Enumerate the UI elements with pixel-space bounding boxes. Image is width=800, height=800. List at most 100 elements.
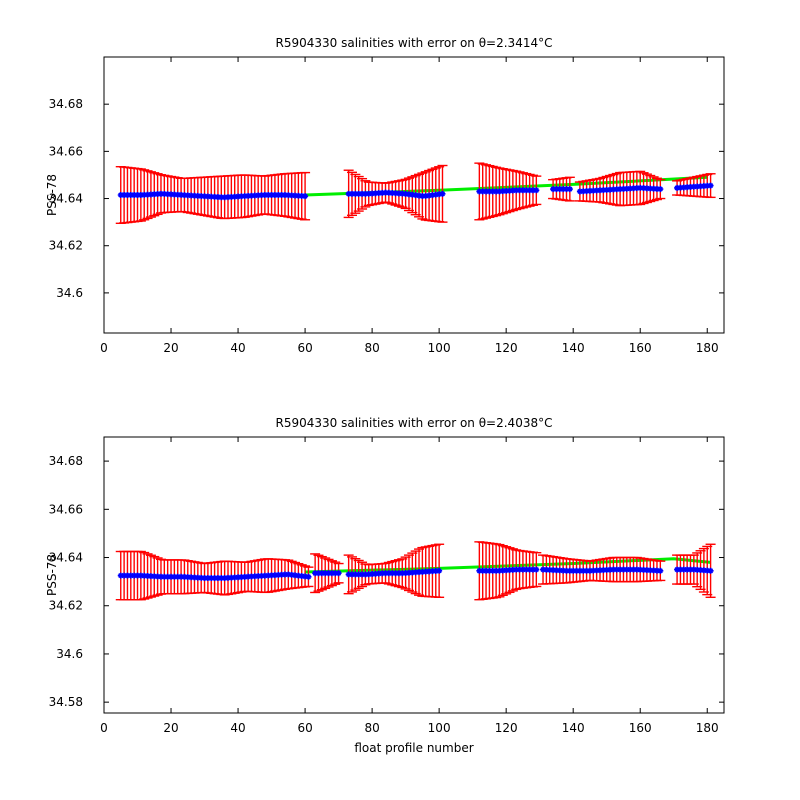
salinity-point bbox=[201, 193, 208, 200]
salinity-point bbox=[147, 573, 154, 580]
salinity-point bbox=[365, 571, 372, 578]
salinity-point bbox=[426, 192, 433, 199]
salinity-point bbox=[476, 188, 483, 195]
salinity-point bbox=[184, 574, 191, 581]
salinity-point bbox=[214, 194, 221, 201]
salinity-point bbox=[513, 566, 520, 573]
salinity-point bbox=[372, 570, 379, 577]
salinity-point bbox=[419, 568, 426, 575]
salinity-point bbox=[603, 186, 610, 193]
y-tick-label: 34.66 bbox=[49, 502, 83, 516]
salinity-point bbox=[245, 573, 252, 580]
salinity-point bbox=[687, 183, 694, 190]
salinity-point bbox=[630, 566, 637, 573]
salinity-point bbox=[684, 566, 691, 573]
salinity-point bbox=[416, 569, 423, 576]
x-tick-label: 180 bbox=[696, 721, 719, 735]
salinity-point bbox=[275, 192, 282, 198]
salinity-point bbox=[335, 570, 342, 577]
x-tick-label: 60 bbox=[297, 341, 312, 355]
salinity-point bbox=[268, 192, 275, 198]
salinity-point bbox=[144, 191, 151, 198]
salinity-point bbox=[402, 570, 409, 577]
salinity-point bbox=[593, 567, 600, 574]
salinity-point bbox=[409, 569, 416, 576]
y-tick-label: 34.62 bbox=[49, 239, 83, 253]
salinity-point bbox=[359, 190, 366, 197]
salinity-point bbox=[405, 191, 412, 198]
salinity-point bbox=[345, 190, 352, 197]
salinity-point bbox=[509, 566, 516, 573]
salinity-point bbox=[322, 570, 329, 577]
salinity-point bbox=[191, 192, 198, 199]
salinity-point bbox=[295, 572, 302, 579]
salinity-point bbox=[617, 566, 624, 573]
salinity-point bbox=[680, 184, 687, 191]
salinity-point bbox=[586, 187, 593, 194]
salinity-point bbox=[687, 566, 694, 573]
salinity-point bbox=[369, 571, 376, 578]
salinity-point bbox=[382, 189, 389, 196]
salinity-point bbox=[543, 566, 550, 573]
salinity-point bbox=[121, 572, 128, 579]
salinity-point bbox=[349, 571, 355, 578]
salinity-point bbox=[529, 566, 536, 573]
salinity-point bbox=[399, 190, 406, 197]
salinity-point bbox=[566, 186, 573, 193]
salinity-point bbox=[570, 567, 577, 574]
salinity-point bbox=[476, 567, 483, 574]
salinity-point bbox=[516, 566, 523, 573]
salinity-point bbox=[674, 184, 681, 191]
salinity-point bbox=[623, 566, 630, 573]
salinity-point bbox=[131, 192, 138, 198]
salinity-point bbox=[395, 190, 402, 197]
salinity-point bbox=[412, 192, 419, 199]
salinity-point bbox=[379, 570, 386, 577]
x-tick-label: 80 bbox=[364, 341, 379, 355]
salinity-point bbox=[141, 191, 148, 198]
salinity-point bbox=[261, 572, 268, 579]
salinity-point bbox=[362, 571, 369, 578]
salinity-point bbox=[137, 572, 144, 579]
salinity-point bbox=[653, 185, 660, 192]
salinity-point bbox=[124, 572, 131, 579]
salinity-point bbox=[258, 192, 265, 199]
salinity-point bbox=[486, 567, 493, 574]
salinity-point bbox=[168, 573, 175, 580]
salinity-point bbox=[436, 567, 443, 574]
salinity-point bbox=[385, 189, 392, 196]
salinity-point bbox=[271, 572, 278, 579]
salinity-point bbox=[285, 571, 292, 578]
salinity-point bbox=[375, 190, 382, 197]
salinity-point bbox=[422, 568, 429, 575]
salinity-point bbox=[694, 183, 701, 190]
salinity-point bbox=[566, 567, 573, 574]
salinity-point bbox=[231, 574, 238, 581]
salinity-point bbox=[483, 188, 490, 195]
salinity-point bbox=[137, 192, 144, 198]
y-tick-label: 34.68 bbox=[49, 97, 83, 111]
salinity-point bbox=[550, 567, 557, 574]
x-tick-label: 20 bbox=[163, 721, 178, 735]
salinity-point bbox=[580, 567, 587, 574]
x-axis-label: float profile number bbox=[354, 741, 473, 755]
salinity-point bbox=[241, 573, 248, 580]
salinity-point bbox=[389, 570, 396, 577]
salinity-point bbox=[422, 192, 429, 199]
salinity-point bbox=[650, 567, 657, 574]
x-tick-label: 140 bbox=[562, 721, 585, 735]
y-tick-label: 34.6 bbox=[56, 647, 83, 661]
salinity-point bbox=[268, 572, 275, 579]
salinity-point bbox=[493, 188, 500, 195]
salinity-point bbox=[117, 572, 124, 579]
salinity-point bbox=[251, 573, 258, 580]
salinity-point bbox=[496, 188, 503, 195]
salinity-point bbox=[127, 572, 134, 579]
salinity-point bbox=[121, 192, 128, 198]
salinity-point bbox=[436, 191, 443, 198]
x-tick-label: 0 bbox=[100, 341, 108, 355]
salinity-point bbox=[623, 185, 630, 192]
salinity-point bbox=[429, 192, 436, 199]
salinity-point bbox=[432, 568, 439, 575]
